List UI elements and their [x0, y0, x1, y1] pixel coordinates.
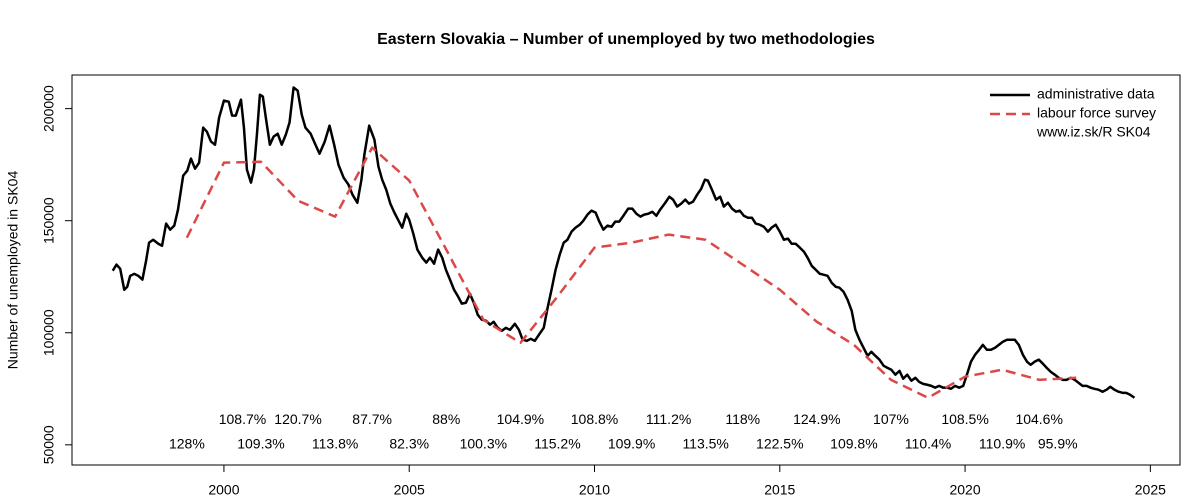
ratio-annotation: 118% — [725, 411, 760, 427]
legend-label: labour force survey — [1037, 105, 1156, 121]
ratio-annotation: 111.2% — [646, 411, 691, 427]
chart-title: Eastern Slovakia – Number of unemployed … — [377, 31, 875, 48]
ratio-annotation: 82.3% — [389, 436, 429, 452]
ratio-annotation: 109.9% — [608, 436, 655, 452]
ratio-annotation: 113.5% — [682, 436, 728, 452]
y-tick-label: 50000 — [41, 425, 57, 464]
x-tick-label: 2005 — [394, 482, 425, 498]
y-tick-label: 200000 — [41, 85, 57, 132]
ratio-annotation: 104.6% — [1015, 411, 1062, 427]
ratio-annotation: 108.5% — [941, 411, 988, 427]
ratio-annotation: 110.9% — [979, 436, 1025, 452]
ratio-annotation: 128% — [169, 436, 205, 452]
legend-label: administrative data — [1037, 86, 1155, 102]
legend-source: www.iz.sk/R SK04 — [1036, 124, 1151, 140]
series-line — [185, 146, 1077, 400]
series-line — [111, 86, 1136, 399]
ratio-annotation: 124.9% — [793, 411, 840, 427]
ratio-annotation: 108.7% — [219, 411, 266, 427]
ratio-annotation: 95.9% — [1038, 436, 1078, 452]
x-tick-label: 2015 — [764, 482, 795, 498]
ratio-annotation: 113.8% — [312, 436, 358, 452]
y-tick-label: 150000 — [41, 197, 57, 244]
ratio-annotation: 88% — [432, 411, 460, 427]
ratio-annotation: 115.2% — [534, 436, 580, 452]
ratio-annotation: 104.9% — [497, 411, 544, 427]
y-axis-label: Number of unemployed in SK04 — [5, 171, 21, 370]
x-tick-label: 2000 — [208, 482, 239, 498]
plot-frame — [71, 74, 1181, 466]
y-tick-label: 100000 — [41, 309, 57, 356]
ratio-annotation: 108.8% — [571, 411, 618, 427]
ratio-annotation: 107% — [873, 411, 909, 427]
ratio-annotation: 109.3% — [237, 436, 284, 452]
x-tick-label: 2025 — [1135, 482, 1166, 498]
ratio-annotation: 122.5% — [756, 436, 803, 452]
ratio-annotation: 109.8% — [830, 436, 877, 452]
ratio-annotation: 87.7% — [352, 411, 392, 427]
ratio-annotation: 100.3% — [460, 436, 507, 452]
x-tick-label: 2010 — [579, 482, 610, 498]
ratio-annotation: 120.7% — [274, 411, 321, 427]
x-tick-label: 2020 — [949, 482, 980, 498]
ratio-annotation: 110.4% — [905, 436, 951, 452]
